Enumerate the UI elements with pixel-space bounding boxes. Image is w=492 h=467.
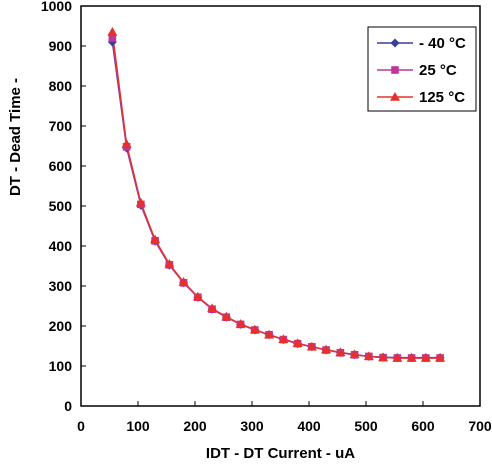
series-3-point bbox=[292, 338, 303, 347]
x-tick-label: 500 bbox=[354, 418, 378, 434]
legend-marker-1 bbox=[390, 38, 400, 48]
series-3-point bbox=[363, 351, 374, 361]
series-3-point bbox=[121, 139, 132, 148]
series-3-point bbox=[178, 277, 189, 286]
series-3-point bbox=[321, 344, 332, 354]
tick-layer: 0 100 200 300 400 500 600 700 0 100 200 300 400 500 60… bbox=[41, 0, 492, 434]
y-tick-label: 700 bbox=[49, 118, 73, 134]
series-3-point bbox=[135, 197, 146, 207]
x-tick-label: 0 bbox=[77, 418, 85, 434]
x-tick-label: 100 bbox=[126, 418, 150, 434]
x-tick-label: 400 bbox=[297, 418, 321, 434]
legend-label-2: 25 °C bbox=[419, 62, 457, 79]
series-3-point bbox=[221, 311, 232, 321]
series-3-point bbox=[264, 329, 275, 339]
series-3-point bbox=[192, 291, 203, 301]
x-tick-label: 700 bbox=[468, 418, 492, 434]
x-axis-title: IDT - DT Current - uA bbox=[206, 445, 355, 462]
series-3-point bbox=[420, 353, 431, 362]
y-tick-label: 500 bbox=[49, 198, 73, 214]
y-axis-title: DT - Dead Time - bbox=[7, 78, 24, 196]
series-3-point bbox=[335, 347, 346, 357]
x-tick-label: 300 bbox=[240, 418, 264, 434]
legend: - 40 °C 25 °C 125 °C bbox=[367, 26, 477, 112]
series-3-point bbox=[278, 334, 289, 343]
legend-label-3: 125 °C bbox=[419, 89, 465, 106]
y-tick-label: 900 bbox=[49, 38, 73, 54]
y-tick-label: 300 bbox=[49, 278, 73, 294]
series-3-point bbox=[107, 27, 118, 36]
series-3-point bbox=[435, 353, 446, 362]
series-2-point bbox=[108, 34, 117, 42]
y-tick-label: 600 bbox=[49, 158, 73, 174]
legend-marker-3 bbox=[390, 92, 400, 101]
legend-items: - 40 °C 25 °C 125 °C bbox=[377, 35, 466, 106]
legend-marker-2 bbox=[391, 66, 399, 74]
y-tick-label: 400 bbox=[49, 238, 73, 254]
series-3-point bbox=[207, 303, 218, 313]
series-layer bbox=[107, 27, 446, 363]
legend-label-1: - 40 °C bbox=[419, 35, 466, 52]
series-3-point bbox=[349, 349, 360, 359]
series-3-point bbox=[164, 259, 175, 268]
series-3-point bbox=[249, 324, 260, 334]
series-3-point bbox=[406, 353, 417, 362]
y-tick-label: 0 bbox=[64, 398, 72, 414]
series-3-point bbox=[306, 341, 317, 351]
x-tick-label: 600 bbox=[411, 418, 435, 434]
series-3-point bbox=[378, 352, 389, 362]
y-tick-label: 800 bbox=[49, 78, 73, 94]
series-3-point bbox=[235, 319, 246, 328]
x-tick-label: 200 bbox=[183, 418, 207, 434]
series-3-point bbox=[150, 234, 161, 244]
y-tick-label: 200 bbox=[49, 318, 73, 334]
y-tick-label: 100 bbox=[49, 358, 73, 374]
y-tick-label: 1000 bbox=[41, 0, 72, 14]
series-3-point bbox=[392, 353, 403, 362]
